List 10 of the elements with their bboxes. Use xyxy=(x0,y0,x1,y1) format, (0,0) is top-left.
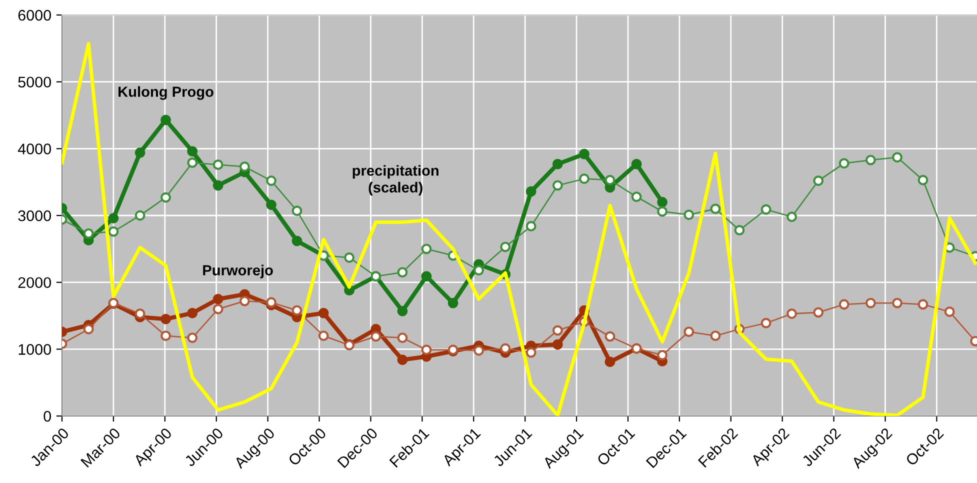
y-tick-label: 4000 xyxy=(18,144,51,154)
y-tick-label: 3000 xyxy=(18,210,51,222)
series-label: Purworejo xyxy=(203,264,273,278)
series-label: precipitation (scaled) xyxy=(352,165,438,196)
y-tick-label: 5000 xyxy=(18,76,51,88)
y-tick-label: 1000 xyxy=(18,344,51,355)
y-tick-label: 0 xyxy=(44,410,51,422)
y-tick-label: 2000 xyxy=(18,277,51,288)
series-label: Kulong Progo xyxy=(118,86,214,100)
y-tick-label: 6000 xyxy=(18,10,51,21)
